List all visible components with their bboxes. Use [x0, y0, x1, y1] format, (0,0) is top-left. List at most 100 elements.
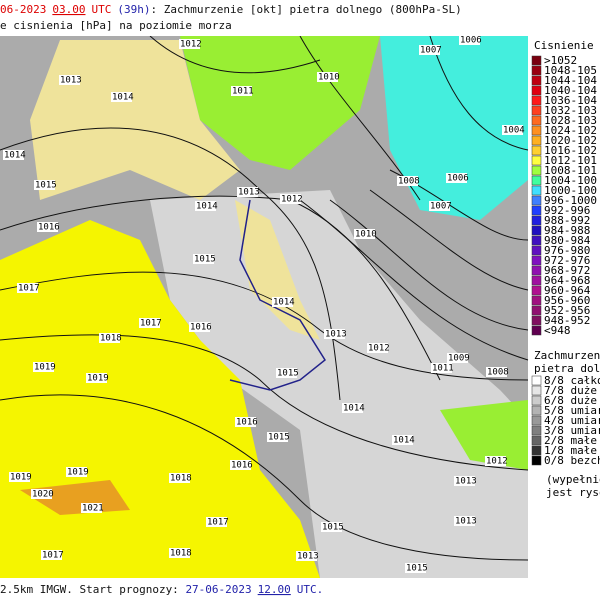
- isobar-label-bg: [9, 472, 30, 482]
- legend-swatch: [531, 385, 542, 396]
- isobar-label-bg: [31, 489, 52, 499]
- isobar-label: 1015: [277, 369, 299, 379]
- isobar-label-bg: [502, 125, 523, 135]
- isobar-label-bg: [193, 254, 214, 264]
- isobar-label-bg: [206, 517, 227, 527]
- isobar-label: 1016: [236, 418, 258, 428]
- isobar-label: 1014: [273, 298, 295, 308]
- cloud-legend-title: Zachmurzenie: [534, 349, 600, 362]
- isobar-label: 1012: [281, 195, 303, 205]
- isobar-label-bg: [81, 503, 102, 513]
- header-title: : Zachmurzenie [okt] pietra dolnego (800…: [150, 3, 461, 16]
- isobar-label: 1013: [455, 477, 477, 487]
- isobar-label-bg: [446, 173, 467, 183]
- legend-label: 948-952: [544, 314, 590, 327]
- isobar: [0, 334, 529, 471]
- legend-swatch: [531, 65, 542, 76]
- legend-swatch: [531, 175, 542, 186]
- isobar-label: 1017: [42, 551, 64, 561]
- legend-swatch: [531, 325, 542, 336]
- legend-label: >1052: [544, 54, 577, 67]
- isobar-label-bg: [267, 432, 288, 442]
- isobar-label-bg: [195, 201, 216, 211]
- legend-swatch: [531, 405, 542, 416]
- isobar-label: 1008: [487, 368, 509, 378]
- isobar-label-bg: [419, 45, 440, 55]
- isobar-label: 1006: [460, 36, 482, 46]
- isobar-label-bg: [272, 297, 293, 307]
- legend-label: 3/8 umiar: [544, 424, 600, 437]
- legend-label: 972-976: [544, 254, 590, 267]
- header-time: 03.00: [52, 3, 85, 16]
- isobar: [429, 35, 529, 151]
- footer-model: 2.5km IMGW. Start prognozy:: [0, 583, 185, 596]
- header-date: 06-2023: [0, 3, 46, 16]
- isobar-label-bg: [454, 516, 475, 526]
- isobar-label-bg: [86, 373, 107, 383]
- cloud-field-beige: [235, 200, 320, 340]
- isobar-label-bg: [179, 39, 200, 49]
- footer-date: 27-06-2023: [185, 583, 251, 596]
- isobar-label: 1013: [60, 76, 82, 86]
- legend-swatch: [531, 445, 542, 456]
- isobar-label-bg: [392, 435, 413, 445]
- legend-label: 964-968: [544, 274, 590, 287]
- cloud-field-cyan: [380, 36, 528, 220]
- header-bg: [0, 0, 528, 36]
- cloud-field-green: [180, 36, 380, 170]
- isobar-label-bg: [37, 222, 58, 232]
- legend-swatch: [531, 125, 542, 136]
- legend-swatch: [531, 285, 542, 296]
- legend-swatch: [531, 75, 542, 86]
- isobar-label: 1015: [406, 564, 428, 574]
- isobar-label: 1019: [87, 374, 109, 384]
- legend-swatch: [531, 155, 542, 166]
- isobar-label-bg: [17, 283, 38, 293]
- isobar-label: 1013: [238, 188, 260, 198]
- legend-swatch: [531, 265, 542, 276]
- isobar-label-bg: [111, 92, 132, 102]
- legend-swatch: [531, 375, 542, 386]
- legend-label: 1044-104: [544, 74, 597, 87]
- legend-label: 1040-104: [544, 84, 597, 97]
- legend-label: 1048-105: [544, 64, 597, 77]
- legend-label: 2/8 małe: [544, 434, 597, 447]
- isobar-label-bg: [230, 460, 251, 470]
- legend-swatch: [531, 415, 542, 426]
- legend-swatch: [531, 425, 542, 436]
- legend-label: 996-1000: [544, 194, 597, 207]
- legend-swatch: [531, 275, 542, 286]
- cloud-field: [150, 190, 528, 578]
- isobar-label: 1013: [455, 517, 477, 527]
- legend-swatch: [531, 135, 542, 146]
- legend-label: 1024-102: [544, 124, 597, 137]
- isobar-label: 1014: [112, 93, 134, 103]
- legend-swatch: [531, 85, 542, 96]
- isobar-label-bg: [169, 548, 190, 558]
- isobar-label: 1012: [486, 457, 508, 467]
- cloud-field-green: [440, 400, 528, 470]
- isobar-label: 1015: [35, 181, 57, 191]
- isobar-label-bg: [454, 476, 475, 486]
- isobar-label: 1007: [430, 202, 452, 212]
- legend-swatch: [531, 145, 542, 156]
- isobar-label: 1019: [10, 473, 32, 483]
- isobar-label-bg: [296, 551, 317, 561]
- legend-swatch: [531, 255, 542, 266]
- cloud-field-beige: [30, 40, 240, 200]
- isobar: [299, 199, 529, 361]
- isobar: [0, 127, 341, 401]
- legend-label: 1016-102: [544, 144, 597, 157]
- isobar-label: 1019: [67, 468, 89, 478]
- isobar-label-bg: [431, 363, 452, 373]
- legend-label: 0/8 bezch: [544, 454, 600, 467]
- legend-label: 980-984: [544, 234, 591, 247]
- legend-label: 4/8 umiar: [544, 414, 600, 427]
- header-line: 06-2023 03.00 UTC (39h): Zachmurzenie [okt]…: [0, 3, 462, 16]
- isobar-label-bg: [354, 229, 375, 239]
- isobar-label: 1009: [448, 354, 470, 364]
- legend-label: 968-972: [544, 264, 590, 277]
- isobar-label: 1004: [503, 126, 525, 136]
- legend-label: 984-988: [544, 224, 590, 237]
- isobar-label: 1017: [140, 319, 162, 329]
